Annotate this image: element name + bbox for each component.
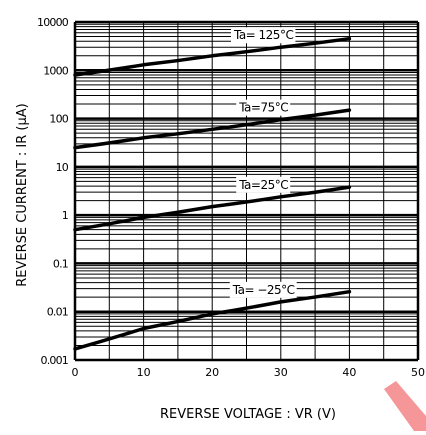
x-axis-label: REVERSE VOLTAGE : VR (V) <box>160 407 336 422</box>
curves <box>73 36 352 351</box>
x-tick-label: 30 <box>274 366 288 379</box>
series-label-bg-3 <box>229 281 297 298</box>
series-label-3: Ta= −25°C <box>232 283 295 297</box>
x-tick-label: 20 <box>205 366 219 379</box>
series-line-2 <box>73 185 352 232</box>
curve-labels: Ta= 125°C Ta=75°C Ta=25°C Ta= −25°C <box>229 27 297 298</box>
y-tick-label: 10000 <box>37 16 69 29</box>
x-tick-label: 50 <box>411 366 425 379</box>
y-tick-label: 10 <box>56 161 69 174</box>
series-line-3 <box>73 289 352 351</box>
decorative-marker <box>384 381 426 431</box>
series-label-bg-2 <box>236 176 291 193</box>
x-tick-label: 0 <box>72 366 79 379</box>
y-tick-label: 1000 <box>43 64 69 77</box>
y-tick-label: 100 <box>49 113 68 126</box>
series-label-1: Ta=75°C <box>238 101 288 115</box>
series-label-bg-0 <box>230 27 296 44</box>
x-tick-label: 10 <box>137 366 151 379</box>
series-label-2: Ta=25°C <box>238 178 288 192</box>
y-tick-label: 1 <box>62 209 68 222</box>
series-line-0 <box>73 36 352 77</box>
series-label-bg-1 <box>236 99 291 116</box>
y-tick-label: 0.001 <box>41 354 69 367</box>
y-tick-label: 0.01 <box>47 306 68 319</box>
series-line-1 <box>73 108 352 150</box>
y-axis-label: REVERSE CURRENT : IR (μA) <box>15 103 30 286</box>
series-label-0: Ta= 125°C <box>233 28 293 42</box>
y-tick-label: 0.1 <box>53 257 68 270</box>
x-tick-label: 40 <box>342 366 356 379</box>
